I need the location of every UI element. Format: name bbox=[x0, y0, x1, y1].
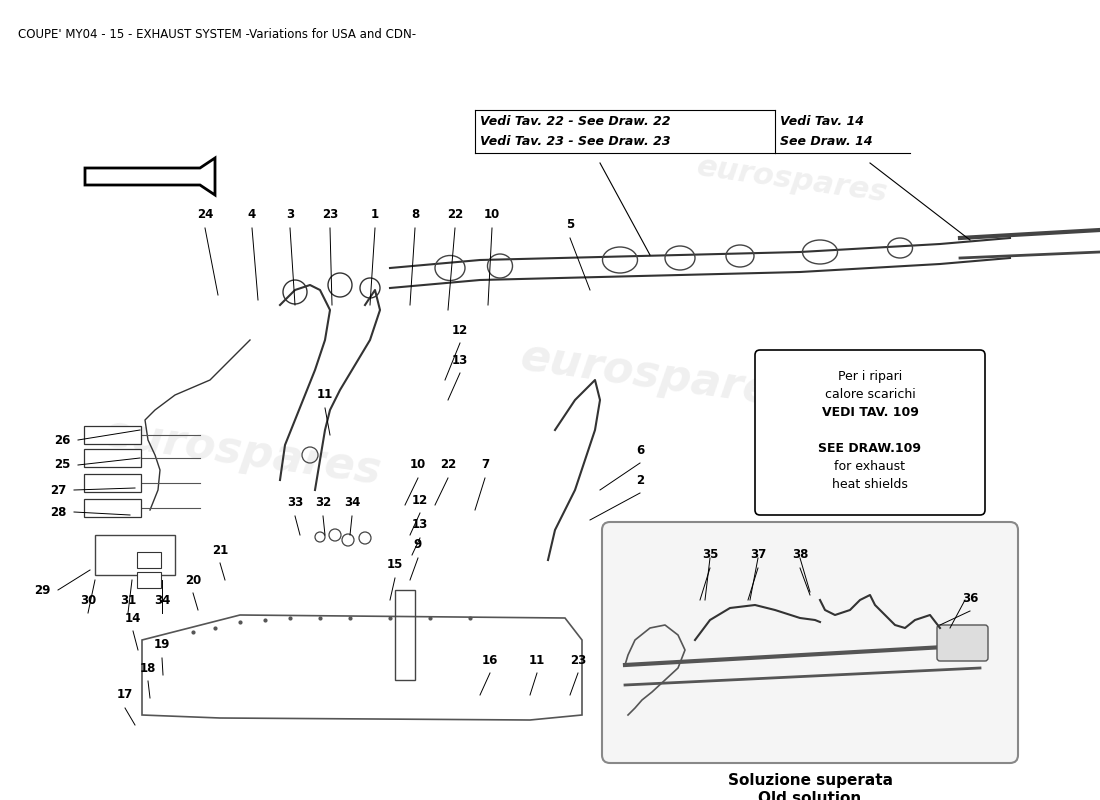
Text: 12: 12 bbox=[411, 494, 428, 506]
Text: for exhaust: for exhaust bbox=[835, 460, 905, 473]
Text: 6: 6 bbox=[636, 443, 645, 457]
Text: eurospares: eurospares bbox=[518, 335, 802, 417]
FancyBboxPatch shape bbox=[84, 449, 141, 467]
Text: 16: 16 bbox=[482, 654, 498, 666]
Text: Soluzione superata: Soluzione superata bbox=[727, 773, 892, 788]
Text: 13: 13 bbox=[411, 518, 428, 531]
Text: See Draw. 14: See Draw. 14 bbox=[780, 135, 872, 148]
FancyBboxPatch shape bbox=[937, 625, 988, 661]
Text: 19: 19 bbox=[154, 638, 170, 651]
Text: 37: 37 bbox=[750, 549, 766, 562]
Text: 26: 26 bbox=[54, 434, 70, 446]
Text: 12: 12 bbox=[452, 323, 469, 337]
Text: 11: 11 bbox=[317, 389, 333, 402]
Text: 1: 1 bbox=[371, 209, 380, 222]
Text: 4: 4 bbox=[248, 209, 256, 222]
Text: Vedi Tav. 23 - See Draw. 23: Vedi Tav. 23 - See Draw. 23 bbox=[480, 135, 671, 148]
Text: heat shields: heat shields bbox=[832, 478, 908, 491]
Text: 22: 22 bbox=[447, 209, 463, 222]
Text: 28: 28 bbox=[50, 506, 66, 518]
Text: 31: 31 bbox=[120, 594, 136, 606]
Text: 14: 14 bbox=[124, 611, 141, 625]
Text: 34: 34 bbox=[154, 594, 170, 606]
FancyBboxPatch shape bbox=[138, 552, 161, 568]
Text: Vedi Tav. 14: Vedi Tav. 14 bbox=[780, 115, 864, 128]
Text: COUPE' MY04 - 15 - EXHAUST SYSTEM -Variations for USA and CDN-: COUPE' MY04 - 15 - EXHAUST SYSTEM -Varia… bbox=[18, 28, 416, 41]
Text: 38: 38 bbox=[792, 549, 808, 562]
Text: 3: 3 bbox=[286, 209, 294, 222]
Text: Old solution: Old solution bbox=[758, 791, 861, 800]
Text: 5: 5 bbox=[565, 218, 574, 231]
Text: 24: 24 bbox=[197, 209, 213, 222]
Text: 13: 13 bbox=[452, 354, 469, 366]
FancyBboxPatch shape bbox=[138, 572, 161, 588]
Text: 9: 9 bbox=[414, 538, 422, 551]
Text: 22: 22 bbox=[440, 458, 456, 471]
Text: 33: 33 bbox=[287, 497, 304, 510]
Text: 8: 8 bbox=[411, 209, 419, 222]
Text: 25: 25 bbox=[54, 458, 70, 471]
Text: 27: 27 bbox=[50, 483, 66, 497]
Text: 10: 10 bbox=[484, 209, 500, 222]
Text: 20: 20 bbox=[185, 574, 201, 586]
FancyBboxPatch shape bbox=[84, 426, 141, 444]
Text: 2: 2 bbox=[636, 474, 645, 486]
Text: VEDI TAV. 109: VEDI TAV. 109 bbox=[822, 406, 918, 419]
FancyBboxPatch shape bbox=[84, 474, 141, 492]
Text: 23: 23 bbox=[570, 654, 586, 666]
Text: 15: 15 bbox=[387, 558, 404, 571]
Text: 21: 21 bbox=[212, 543, 228, 557]
Text: 7: 7 bbox=[481, 458, 490, 471]
FancyBboxPatch shape bbox=[755, 350, 984, 515]
Text: SEE DRAW.109: SEE DRAW.109 bbox=[818, 442, 922, 455]
FancyBboxPatch shape bbox=[602, 522, 1018, 763]
Text: 32: 32 bbox=[315, 497, 331, 510]
Text: calore scarichi: calore scarichi bbox=[825, 388, 915, 401]
Text: Vedi Tav. 22 - See Draw. 22: Vedi Tav. 22 - See Draw. 22 bbox=[480, 115, 671, 128]
Text: 34: 34 bbox=[344, 497, 360, 510]
Text: 36: 36 bbox=[961, 591, 978, 605]
Text: Per i ripari: Per i ripari bbox=[838, 370, 902, 383]
Text: 35: 35 bbox=[702, 549, 718, 562]
Polygon shape bbox=[85, 158, 214, 195]
Text: 18: 18 bbox=[140, 662, 156, 674]
Text: 10: 10 bbox=[410, 458, 426, 471]
FancyBboxPatch shape bbox=[84, 499, 141, 517]
Text: 17: 17 bbox=[117, 689, 133, 702]
Text: 23: 23 bbox=[322, 209, 338, 222]
Text: 30: 30 bbox=[80, 594, 96, 606]
Text: eurospares: eurospares bbox=[694, 152, 890, 208]
Text: 29: 29 bbox=[34, 583, 51, 597]
Text: 11: 11 bbox=[529, 654, 546, 666]
Text: eurospares: eurospares bbox=[100, 411, 384, 493]
